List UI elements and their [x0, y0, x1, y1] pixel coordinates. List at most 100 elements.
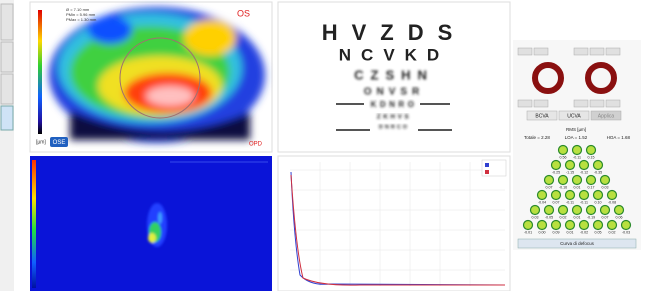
- panel-frame: [278, 156, 510, 291]
- zernike-value: 0.01: [574, 185, 581, 189]
- zernike-term: [552, 221, 561, 230]
- zernike-value: 0.01: [574, 215, 581, 219]
- zernike-term: [566, 221, 575, 230]
- zernike-value: -0.25: [552, 170, 560, 174]
- zernike-value: 0.02: [609, 230, 616, 234]
- rms-value: HOA = 1.68: [607, 135, 631, 140]
- zernike-value: 0.56: [560, 155, 567, 159]
- wavefront-map: [49, 7, 265, 143]
- zernike-value: 0.15: [588, 155, 595, 159]
- zernike-value: 0.05: [595, 230, 602, 234]
- zernike-term: [573, 146, 582, 155]
- zernike-term: [531, 206, 540, 215]
- colorbar: [38, 10, 42, 134]
- zernike-term: [594, 161, 603, 170]
- zernike-term: [601, 176, 610, 185]
- zernike-term: [594, 191, 603, 200]
- app-window: OS OPD Ø = 7.10 mm PMin = 5.96 mm PMax =…: [0, 0, 649, 291]
- tab[interactable]: [1, 42, 13, 72]
- tab[interactable]: [1, 74, 13, 104]
- zernike-term: [559, 176, 568, 185]
- zernike-term: [587, 176, 596, 185]
- zernike-value: -0.05: [545, 215, 553, 219]
- zernike-value: 0.03: [532, 215, 539, 219]
- zernike-value: -0.04: [538, 200, 546, 204]
- button-label: BCVA: [535, 113, 549, 119]
- mtf-panel: [278, 156, 510, 291]
- zernike-value: -0.02: [580, 230, 588, 234]
- button-label: UCVA: [567, 113, 581, 119]
- optotype-row: CZSHN: [354, 67, 434, 82]
- rms-value: Totale = 2.28: [524, 135, 550, 140]
- psf-panel: [30, 156, 272, 291]
- zernike-value: 0.06: [616, 215, 623, 219]
- zernike-term: [587, 146, 596, 155]
- zernike-value: -0.35: [594, 170, 602, 174]
- zernike-value: 0.00: [539, 230, 546, 234]
- zernike-value: -0.11: [580, 200, 588, 204]
- zernike-term: [545, 176, 554, 185]
- rms-title: RMS [µm]: [566, 127, 586, 132]
- zernike-term: [580, 161, 589, 170]
- zernike-term: [552, 161, 561, 170]
- zernike-term: [524, 221, 533, 230]
- zernike-term: [608, 221, 617, 230]
- zernike-term: [580, 221, 589, 230]
- zernike-value: 0.07: [553, 200, 560, 204]
- zernike-term: [573, 206, 582, 215]
- mode-label: OPD: [249, 142, 263, 148]
- zernike-value: 0.02: [560, 215, 567, 219]
- zernike-value: 0.07: [602, 215, 609, 219]
- zernike-term: [559, 146, 568, 155]
- zernike-value: -0.16: [559, 185, 567, 189]
- zernike-term: [538, 221, 547, 230]
- zernike-term: [587, 206, 596, 215]
- zernike-term: [566, 161, 575, 170]
- zernike-value: -0.19: [587, 215, 595, 219]
- zernike-term: [545, 206, 554, 215]
- optotype-row: NCVKD: [339, 45, 449, 64]
- optotype-row: DNRCO: [379, 124, 409, 130]
- eye-label: OS: [237, 8, 250, 18]
- optotype-row: ZKHVS: [377, 114, 412, 121]
- unit-label: [µm]: [36, 139, 46, 145]
- zernike-value: -0.11: [573, 155, 581, 159]
- badge-label: OSE: [53, 140, 66, 146]
- optotype-row: ONVSR: [364, 87, 425, 98]
- optotype-row: HVZDS: [322, 20, 467, 45]
- zernike-term: [615, 206, 624, 215]
- zernike-value: 0.17: [588, 185, 595, 189]
- zernike-value: -0.03: [622, 230, 630, 234]
- zernike-value: -0.08: [608, 200, 616, 204]
- psf-spot: [147, 203, 167, 247]
- zernike-term: [573, 176, 582, 185]
- zernike-term: [594, 221, 603, 230]
- zernike-value: -1.15: [566, 170, 574, 174]
- zernike-value: 0.09: [553, 230, 560, 234]
- rms-value: LOA = 1.52: [565, 135, 588, 140]
- zernike-value: 0.10: [595, 200, 602, 204]
- legend-swatch: [485, 163, 489, 167]
- zernike-term: [622, 221, 631, 230]
- optotype-row: KDNRO: [371, 100, 418, 109]
- colorbar: [32, 160, 36, 288]
- zernike-term: [559, 206, 568, 215]
- map-panel: OS OPD Ø = 7.10 mm PMin = 5.96 mm PMax =…: [30, 2, 272, 152]
- zernike-term: [580, 191, 589, 200]
- zernike-term: [538, 191, 547, 200]
- zernike-term: [552, 191, 561, 200]
- zernike-term: [601, 206, 610, 215]
- zernike-value: 0.03: [602, 185, 609, 189]
- zernike-value: 0.01: [567, 230, 574, 234]
- zernike-term: [608, 191, 617, 200]
- button-label: Curva di defocus: [560, 241, 595, 246]
- tab-active[interactable]: [1, 106, 13, 130]
- tab[interactable]: [1, 4, 13, 40]
- zernike-value: -0.11: [566, 200, 574, 204]
- zernike-term: [566, 191, 575, 200]
- button-label: Applica: [598, 113, 615, 119]
- legend-swatch: [485, 170, 489, 174]
- map-info: PMax = 1.30 mm: [66, 17, 97, 22]
- zernike-value: -0.01: [524, 230, 532, 234]
- zernike-value: 0.07: [546, 185, 553, 189]
